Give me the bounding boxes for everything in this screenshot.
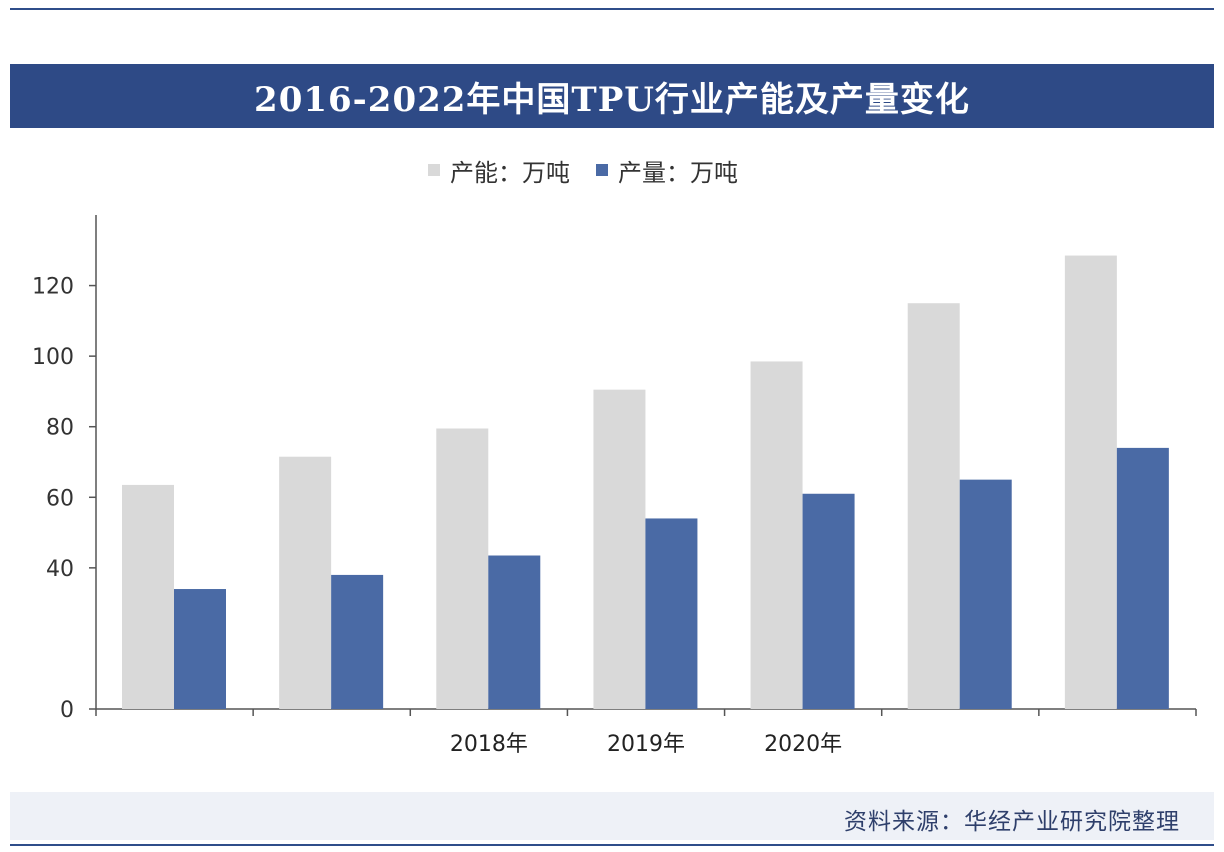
bar-capacity-2022年 <box>1064 255 1117 710</box>
x-tick-label-2019年: 2019年 <box>607 732 685 757</box>
bar-output-2018年 <box>488 555 541 709</box>
bottom-rule <box>10 844 1214 846</box>
legend-item-output: 产量：万吨 <box>596 153 738 188</box>
y-tick-label-0: 0 <box>60 698 74 723</box>
bar-capacity-2019年 <box>593 389 646 709</box>
y-tick-label-40: 40 <box>46 557 74 582</box>
bar-capacity-2020年 <box>750 361 803 709</box>
bar-output-2017年 <box>331 574 384 709</box>
top-rule <box>10 8 1214 10</box>
bar-capacity-2018年 <box>436 428 489 709</box>
source-bar: 资料来源：华经产业研究院整理 <box>10 792 1214 840</box>
bar-output-2021年 <box>959 479 1012 709</box>
legend-swatch-capacity <box>428 164 440 176</box>
legend-label-capacity: 产能：万吨 <box>450 158 570 187</box>
chart-title: 2016-2022年中国TPU行业产能及产量变化 <box>254 79 970 120</box>
legend-item-capacity: 产能：万吨 <box>428 153 570 188</box>
bar-capacity-2017年 <box>279 456 332 709</box>
bar-output-2016年 <box>174 589 226 709</box>
title-bar: 2016-2022年中国TPU行业产能及产量变化 <box>10 64 1214 128</box>
y-tick-label-120: 120 <box>32 275 74 300</box>
bar-output-2020年 <box>802 493 855 709</box>
bar-capacity-2021年 <box>907 303 960 709</box>
bar-output-2019年 <box>645 518 698 709</box>
source-note: 资料来源：华经产业研究院整理 <box>844 809 1180 835</box>
legend: 产能：万吨 产量：万吨 <box>428 152 738 188</box>
x-tick-label-2018年: 2018年 <box>450 732 528 757</box>
y-tick-label-60: 60 <box>46 486 74 511</box>
y-tick-label-100: 100 <box>32 345 74 370</box>
legend-swatch-output <box>596 164 608 176</box>
y-tick-label-80: 80 <box>46 416 74 441</box>
x-tick-label-2020年: 2020年 <box>764 732 842 757</box>
bar-output-2022年 <box>1116 447 1169 709</box>
bar-capacity-2016年 <box>122 484 174 709</box>
legend-label-output: 产量：万吨 <box>618 158 738 187</box>
